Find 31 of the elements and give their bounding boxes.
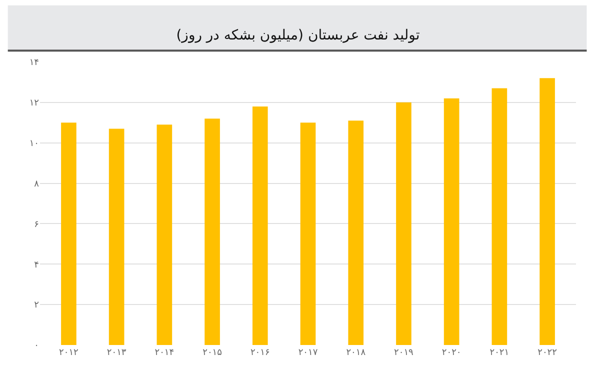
bar — [444, 98, 460, 345]
chart-title: تولید نفت عربستان (میلیون بشکه در روز) — [176, 28, 420, 44]
bar — [492, 88, 508, 345]
x-tick-label: ۲۰۱۸ — [346, 348, 366, 358]
bar — [156, 124, 172, 345]
x-tick-label: ۲۰۱۴ — [154, 348, 174, 358]
y-tick-label: ۱۴ — [29, 58, 40, 68]
bar — [108, 128, 124, 345]
y-tick-label: ۱۲ — [29, 98, 40, 109]
x-tick-label: ۲۰۱۳ — [106, 348, 126, 358]
y-tick-label: ۴ — [34, 260, 40, 270]
x-tick-label: ۲۰۲۲ — [538, 348, 558, 358]
bar — [204, 118, 220, 345]
y-tick-label: ۲ — [34, 300, 40, 311]
bar — [252, 106, 268, 345]
x-tick-label: ۲۰۱۵ — [202, 348, 222, 358]
bar — [348, 120, 364, 345]
x-tick-label: ۲۰۲۱ — [490, 348, 510, 358]
y-tick-label: ۱۰ — [29, 139, 39, 150]
bar — [396, 102, 412, 345]
x-tick-label: ۲۰۱۶ — [250, 348, 270, 358]
x-tick-label: ۲۰۱۹ — [394, 348, 414, 358]
y-tick-label: ۸ — [34, 179, 40, 190]
bar — [61, 122, 76, 345]
bar — [540, 78, 555, 345]
x-tick-label: ۲۰۱۷ — [298, 348, 318, 358]
y-tick-label: ۰ — [34, 341, 39, 352]
x-tick-label: ۲۰۱۲ — [59, 348, 79, 358]
bar — [300, 122, 316, 345]
x-tick-label: ۲۰۲۰ — [442, 348, 462, 358]
y-tick-label: ۶ — [34, 220, 40, 230]
